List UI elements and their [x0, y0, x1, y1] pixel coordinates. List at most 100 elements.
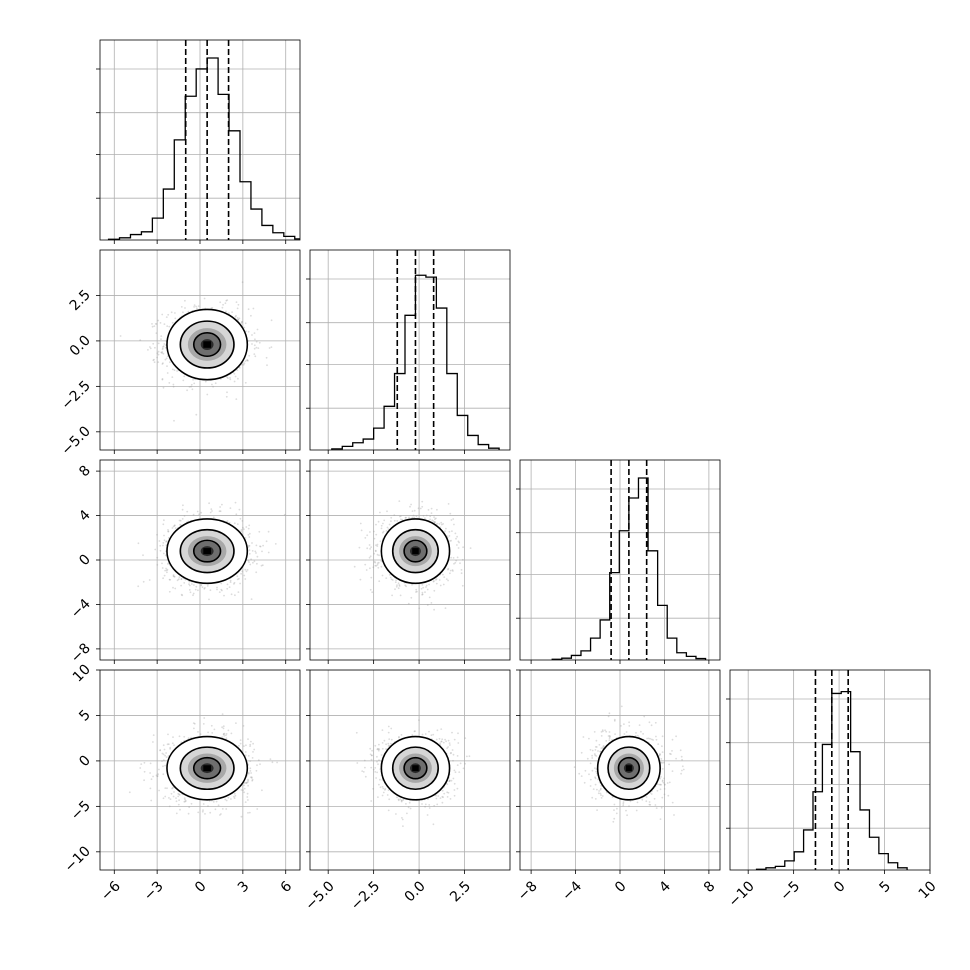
scatter-panel-1-0: −5.0−2.50.02.5 — [58, 249, 301, 459]
scatter-point — [228, 312, 230, 315]
scatter-point — [233, 581, 236, 584]
scatter-point — [167, 313, 170, 316]
scatter-point — [447, 579, 449, 582]
scatter-point — [405, 585, 407, 588]
scatter-point — [398, 584, 401, 586]
scatter-point — [267, 530, 270, 533]
scatter-point — [237, 318, 239, 321]
scatter-point — [162, 362, 164, 364]
density-peak — [412, 548, 419, 555]
contour-1 — [179, 528, 235, 574]
scatter-point — [245, 782, 248, 785]
scatter-point — [233, 583, 235, 585]
scatter-point — [193, 304, 196, 306]
scatter-point — [152, 775, 155, 778]
scatter-point — [162, 765, 164, 768]
scatter-point — [152, 359, 155, 362]
scatter-point — [137, 585, 140, 588]
scatter-point — [193, 584, 195, 586]
scatter-point — [274, 543, 277, 545]
scatter-point — [258, 341, 261, 344]
scatter-point — [243, 745, 245, 747]
scatter-point — [162, 577, 165, 580]
scatter-point — [428, 596, 431, 599]
scatter-point — [424, 591, 426, 593]
scatter-point — [164, 764, 167, 767]
scatter-point — [172, 385, 175, 388]
scatter-point — [169, 578, 172, 581]
scatter-point — [236, 578, 239, 581]
scatter-point — [380, 524, 383, 527]
scatter-point — [238, 744, 240, 747]
scatter-point — [157, 319, 160, 322]
scatter-point — [223, 735, 226, 737]
scatter-point — [163, 534, 165, 537]
scatter-point — [222, 733, 225, 736]
scatter-point — [393, 519, 396, 522]
scatter-point — [159, 549, 162, 552]
scatter-point — [183, 582, 186, 584]
scatter-point — [271, 761, 274, 764]
scatter-point — [373, 537, 376, 540]
scatter-point — [226, 583, 229, 586]
scatter-point — [449, 512, 452, 515]
scatter-point — [167, 733, 169, 736]
scatter-point — [233, 795, 235, 798]
scatter-point — [218, 510, 221, 513]
scatter-point — [389, 576, 392, 579]
scatter-point — [158, 789, 161, 792]
scatter-point — [154, 323, 157, 325]
scatter-point — [368, 556, 371, 559]
scatter-point — [388, 573, 391, 576]
scatter-point — [186, 510, 189, 513]
scatter-point — [187, 812, 190, 815]
scatter-point — [153, 325, 156, 327]
scatter-point — [374, 549, 377, 552]
scatter-point — [247, 527, 250, 530]
scatter-point — [424, 517, 426, 520]
scatter-point — [461, 558, 464, 561]
scatter-point — [253, 347, 256, 350]
scatter-point — [188, 584, 191, 587]
scatter-point — [430, 512, 433, 514]
scatter-point — [375, 533, 378, 536]
scatter-point — [162, 753, 165, 756]
scatter-point — [161, 567, 164, 569]
scatter-point — [225, 299, 228, 302]
scatter-point — [253, 560, 256, 563]
scatter-point — [250, 772, 253, 774]
scatter-point — [244, 360, 247, 362]
scatter-point — [238, 366, 241, 369]
scatter-point — [181, 508, 184, 511]
scatter-point — [245, 526, 248, 528]
scatter-point — [201, 586, 204, 589]
scatter-point — [240, 322, 243, 324]
scatter-point — [161, 348, 164, 351]
scatter-point — [226, 376, 229, 378]
scatter-point — [207, 731, 210, 734]
scatter-point — [410, 596, 413, 599]
scatter-point — [250, 558, 253, 561]
scatter-point — [163, 323, 166, 325]
scatter-point — [174, 527, 177, 529]
scatter-point — [168, 797, 170, 799]
scatter-point — [454, 532, 457, 535]
scatter-point — [142, 580, 145, 583]
scatter-point — [193, 306, 196, 308]
scatter-point — [161, 352, 163, 354]
scatter-point — [168, 578, 171, 581]
scatter-point — [225, 310, 227, 313]
scatter-point — [251, 343, 253, 345]
scatter-point — [209, 589, 212, 592]
scatter-point — [408, 516, 410, 519]
scatter-point — [162, 744, 165, 747]
scatter-point — [241, 363, 243, 366]
scatter-point — [172, 586, 174, 589]
scatter-point — [161, 562, 163, 565]
scatter-point — [454, 561, 457, 564]
scatter-point — [158, 768, 160, 771]
scatter-point — [213, 728, 216, 731]
scatter-point — [415, 588, 418, 591]
scatter-point — [227, 377, 229, 379]
scatter-point — [193, 727, 195, 730]
